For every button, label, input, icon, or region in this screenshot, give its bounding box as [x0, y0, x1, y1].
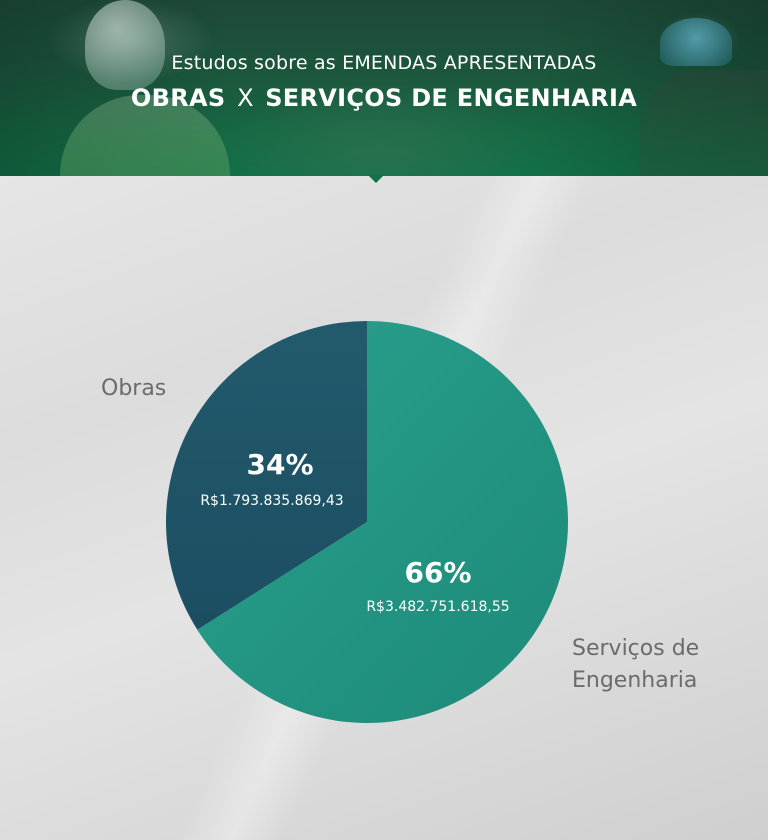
legend-servicos-line1: Serviços de — [572, 636, 700, 661]
worker-right-image — [640, 70, 768, 176]
helmet-right-image — [660, 18, 732, 66]
title-obras: OBRAS — [130, 84, 226, 112]
page-subtitle: Estudos sobre as EMENDAS APRESENTADAS — [171, 52, 597, 74]
obras-value-label: R$1.793.835.869,43 — [200, 493, 343, 509]
title-servicos: SERVIÇOS DE ENGENHARIA — [265, 84, 638, 112]
pie-slice-servicos — [197, 321, 568, 723]
page-title: OBRAS X SERVIÇOS DE ENGENHARIA — [0, 84, 768, 112]
servicos-percent-label: 66% — [404, 556, 471, 589]
header-pointer — [368, 175, 384, 183]
obras-percent-label: 34% — [246, 448, 313, 481]
servicos-value-label: R$3.482.751.618,55 — [366, 599, 509, 615]
pie-slice-obras — [166, 321, 367, 630]
legend-obras: Obras — [101, 376, 167, 401]
title-separator: X — [237, 84, 254, 112]
legend-servicos-line2: Engenharia — [572, 668, 698, 693]
header-banner: Estudos sobre as EMENDAS APRESENTADAS OB… — [0, 0, 768, 176]
helmet-left-image — [85, 0, 165, 90]
